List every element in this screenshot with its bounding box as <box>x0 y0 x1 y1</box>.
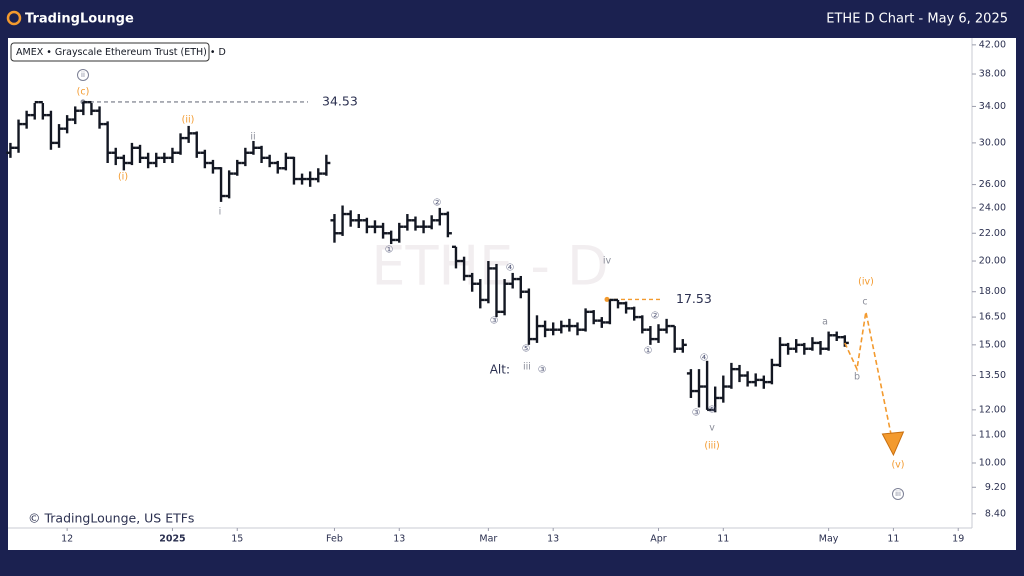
wave-label: iii <box>523 362 531 373</box>
wave-label: ③ <box>538 365 547 376</box>
y-tick-label: 26.00 <box>979 179 1006 190</box>
watermark: ETHE - D <box>371 235 608 298</box>
wave-label: iv <box>603 256 612 267</box>
wave-label: iii <box>895 490 901 498</box>
y-tick-label: 10.00 <box>979 457 1006 468</box>
x-tick-label: 12 <box>61 534 73 545</box>
wave-label: c <box>862 297 867 308</box>
y-tick-label: 34.00 <box>979 101 1006 112</box>
wave-label: Alt: <box>490 363 510 377</box>
wave-label: (ii) <box>182 115 195 126</box>
wave-label: a <box>822 317 828 328</box>
x-tick-label: 13 <box>393 534 405 545</box>
x-tick-label: 19 <box>952 534 964 545</box>
x-tick-label: Feb <box>326 534 343 545</box>
symbol-box <box>10 42 210 62</box>
wave-label: ① <box>644 346 653 357</box>
x-tick-label: 15 <box>231 534 243 545</box>
y-tick-label: 9.20 <box>985 482 1006 493</box>
y-tick-label: 12.00 <box>979 404 1006 415</box>
wave-label: v <box>709 423 715 434</box>
x-tick-label: Apr <box>650 534 667 545</box>
x-tick-label: May <box>819 534 839 545</box>
wave-label: ③ <box>692 408 701 419</box>
projection-line <box>844 311 895 447</box>
symbol-label: AMEX • Grayscale Ethereum Trust (ETH) • … <box>16 47 226 58</box>
y-tick-label: 24.00 <box>979 202 1006 213</box>
wave-label: ⑤ <box>708 405 717 416</box>
wave-label: ② <box>651 311 660 322</box>
y-tick-label: 18.00 <box>979 286 1006 297</box>
price-level-label: 34.53 <box>322 93 358 108</box>
level-dot <box>604 296 610 302</box>
wave-label: i <box>219 207 222 218</box>
wave-label: ④ <box>506 263 515 274</box>
wave-label: ⑤ <box>522 344 531 355</box>
y-tick-label: 22.00 <box>979 228 1006 239</box>
wave-label: ii <box>81 71 85 79</box>
y-tick-label: 42.00 <box>979 39 1006 50</box>
y-tick-label: 30.00 <box>979 137 1006 148</box>
footer: © TradingLounge, US ETFs <box>28 511 194 526</box>
y-tick-label: 8.40 <box>985 508 1006 519</box>
wave-label: ③ <box>490 316 499 327</box>
wave-label: ① <box>385 245 394 256</box>
wave-label: (i) <box>118 172 128 183</box>
wave-label: (c) <box>77 87 90 98</box>
x-tick-label: Mar <box>479 534 497 545</box>
wave-label: ② <box>433 198 442 209</box>
plot-area <box>8 38 1016 550</box>
wave-label: ④ <box>700 353 709 364</box>
x-tick-label: 13 <box>547 534 559 545</box>
wave-label: b <box>854 372 860 383</box>
logo: TradingLounge <box>25 12 134 27</box>
logo-icon <box>6 10 22 26</box>
y-tick-label: 11.00 <box>979 430 1006 441</box>
y-tick-label: 15.00 <box>979 339 1006 350</box>
x-tick-label: 2025 <box>159 534 185 545</box>
price-level-label: 17.53 <box>676 291 712 306</box>
x-tick-label: 11 <box>887 534 899 545</box>
x-tick-label: 11 <box>717 534 729 545</box>
header-title: ETHE D Chart - May 6, 2025 <box>826 12 1008 27</box>
y-tick-label: 38.00 <box>979 69 1006 80</box>
wave-circle <box>892 488 904 500</box>
projection-arrow <box>881 431 905 457</box>
y-tick-label: 20.00 <box>979 256 1006 267</box>
wave-label: (v) <box>891 460 904 471</box>
wave-circle <box>77 69 89 81</box>
y-tick-label: 16.50 <box>979 312 1006 323</box>
wave-label: ii <box>250 132 255 143</box>
wave-label: (iv) <box>858 277 874 288</box>
wave-label: (iii) <box>704 441 719 452</box>
y-tick-label: 13.50 <box>979 370 1006 381</box>
